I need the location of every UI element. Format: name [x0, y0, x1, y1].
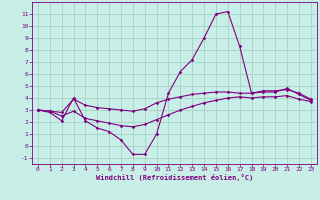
X-axis label: Windchill (Refroidissement éolien,°C): Windchill (Refroidissement éolien,°C) — [96, 174, 253, 181]
